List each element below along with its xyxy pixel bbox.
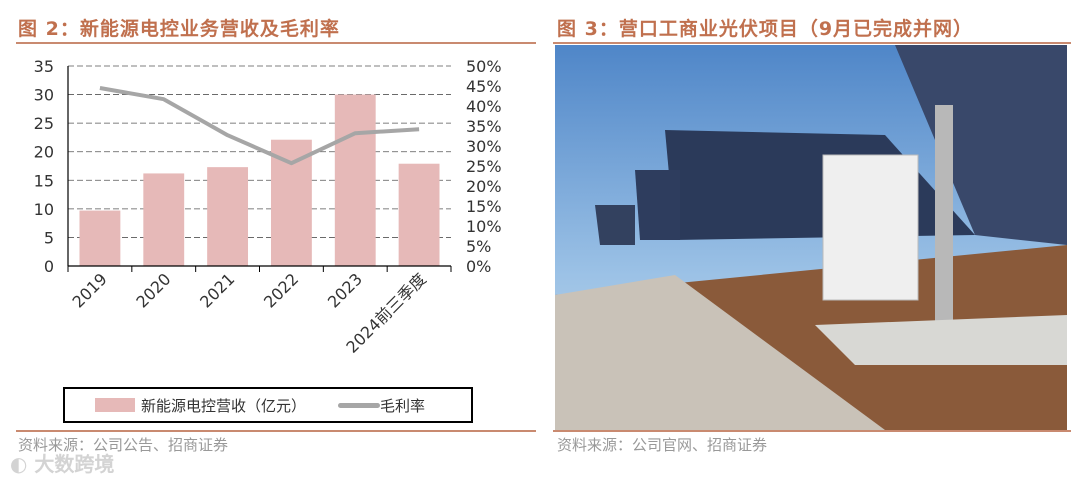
y-right-tick-label: 30% (466, 137, 502, 156)
source-rule-left (16, 430, 536, 432)
source-rule-right (553, 430, 1071, 432)
revenue-bar (207, 167, 249, 266)
margin-line (99, 86, 420, 166)
revenue-bar (398, 163, 440, 266)
revenue-margin-chart: 0 5 10 15 20 25 30 35 0%5%10%15%20%25%30%35%40%4… (34, 57, 502, 357)
revenue-bar (270, 139, 312, 266)
y-left-tick-label: 20 (34, 143, 54, 162)
source-left: 资料来源：公司公告、招商证券 (18, 436, 229, 454)
figure-3-title: 图 3：营口工商业光伏项目（9月已完成并网） (557, 18, 974, 40)
source-right: 资料来源：公司官网、招商证券 (557, 436, 768, 454)
y-right-tick-label: 35% (466, 117, 502, 136)
y-left-tick-label: 35 (34, 57, 54, 76)
y-left-tick-label: 5 (44, 228, 54, 247)
y-right-tick-label: 10% (466, 217, 502, 236)
y-right-tick-label: 0% (466, 257, 491, 276)
y-right-tick-label: 15% (466, 197, 502, 216)
x-tick-label: 2023 (324, 269, 366, 311)
revenue-bar (334, 94, 376, 266)
y-left-tick-label: 10 (34, 200, 54, 219)
x-tick-label: 2021 (196, 269, 238, 311)
solar-farm-photo (555, 45, 1067, 430)
y-right-tick-label: 45% (466, 77, 502, 96)
legend-label-margin: 毛利率 (380, 396, 426, 415)
title-rule-right (553, 42, 1071, 44)
x-tick-label: 2019 (69, 269, 111, 311)
y-right-tick-label: 50% (466, 57, 502, 76)
legend-swatch-line (338, 402, 381, 408)
y-left-tick-label: 15 (34, 171, 54, 190)
figure-2-title: 图 2：新能源电控业务营收及毛利率 (18, 18, 340, 40)
y-left-tick-label: 0 (44, 257, 54, 276)
x-tick-label: 2020 (132, 269, 174, 311)
title-rule-left (16, 42, 536, 44)
revenue-bar (143, 173, 185, 266)
legend-swatch-bar (95, 398, 135, 412)
revenue-bar (79, 210, 121, 266)
y-right-tick-label: 25% (466, 157, 502, 176)
y-left-tick-label: 25 (34, 114, 54, 133)
y-right-tick-label: 40% (466, 97, 502, 116)
watermark-logo: ◐ 大数跨境 (10, 452, 115, 476)
y-right-tick-label: 5% (466, 237, 491, 256)
legend-label-revenue: 新能源电控营收（亿元） (141, 396, 307, 415)
y-left-tick-label: 30 (34, 86, 54, 105)
x-tick-label: 2022 (260, 269, 302, 311)
chart-legend: 新能源电控营收（亿元） 毛利率 (63, 387, 473, 423)
y-right-tick-label: 20% (466, 177, 502, 196)
